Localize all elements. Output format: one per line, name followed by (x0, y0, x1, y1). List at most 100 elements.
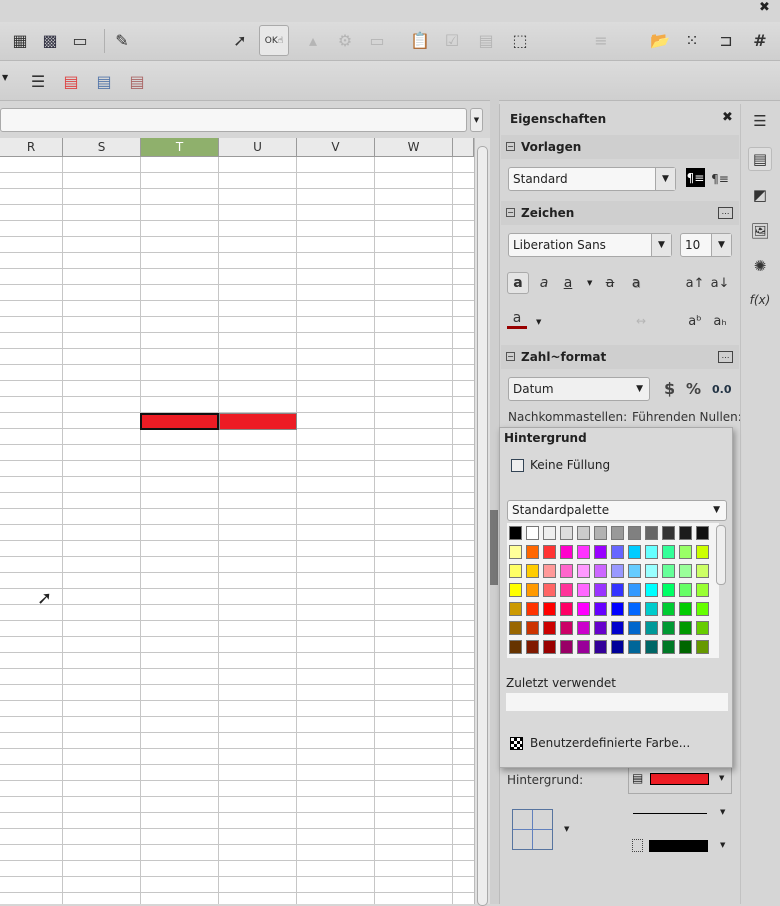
color-swatch[interactable] (543, 621, 556, 635)
chevron-down-icon[interactable]: ▼ (636, 384, 643, 394)
color-swatch[interactable] (611, 583, 624, 597)
draw-functions-icon[interactable]: ✎ (115, 30, 129, 50)
superscript-button[interactable]: aᵇ (688, 313, 702, 329)
color-swatch[interactable] (611, 526, 624, 540)
color-swatch[interactable] (645, 640, 658, 654)
color-swatch[interactable] (679, 545, 692, 559)
color-swatch[interactable] (696, 545, 709, 559)
chevron-down-icon[interactable]: ▼ (711, 234, 731, 256)
close-icon[interactable]: ✖ (759, 0, 770, 15)
color-swatch[interactable] (611, 564, 624, 578)
section-zahlformat[interactable]: − Zahl~format (501, 345, 739, 369)
data-bar-icon[interactable]: ▤ (96, 71, 112, 91)
vertical-scrollbar[interactable] (474, 138, 490, 906)
icon-set-icon[interactable]: ▤ (129, 71, 145, 91)
sidebar-menu-icon[interactable]: ☰ (753, 112, 767, 130)
font-color-button[interactable]: a (507, 310, 527, 329)
currency-button[interactable]: $ (664, 379, 676, 398)
cell-t17[interactable] (140, 413, 219, 430)
section-zeichen[interactable]: − Zeichen (501, 201, 739, 225)
color-swatch[interactable] (662, 583, 675, 597)
sidebar-close-icon[interactable]: ✖ (722, 110, 733, 125)
font-color-dropdown-icon[interactable]: ▼ (536, 318, 542, 326)
select-icon[interactable]: ➚ (233, 30, 247, 50)
push-button-icon[interactable]: OK☝ (259, 25, 289, 56)
functions-icon[interactable]: f(x) (749, 293, 771, 307)
color-swatch[interactable] (611, 545, 624, 559)
column-header-v[interactable]: V (297, 138, 375, 157)
chevron-down-icon[interactable]: ▼ (719, 774, 725, 782)
color-swatch[interactable] (560, 583, 573, 597)
bold-button[interactable]: a (507, 272, 529, 294)
color-swatch[interactable] (645, 602, 658, 616)
color-swatch[interactable] (696, 564, 709, 578)
wrap-icon[interactable]: ⊐ (719, 30, 733, 50)
chevron-down-icon[interactable]: ▼ (713, 505, 720, 515)
color-swatch[interactable] (594, 602, 607, 616)
color-swatch[interactable] (594, 545, 607, 559)
section-vorlagen[interactable]: − Vorlagen (501, 135, 739, 159)
cell-u17[interactable] (219, 413, 297, 430)
column-header-s[interactable]: S (63, 138, 141, 157)
color-swatch[interactable] (577, 545, 590, 559)
styles-icon[interactable]: ◩ (752, 186, 768, 204)
color-swatch[interactable] (560, 526, 573, 540)
color-swatch[interactable] (662, 545, 675, 559)
sidebar-splitter[interactable] (490, 100, 499, 904)
color-swatch[interactable] (526, 583, 539, 597)
color-swatch[interactable] (696, 526, 709, 540)
collapse-icon[interactable]: − (506, 352, 515, 361)
column-header-r[interactable]: R (0, 138, 63, 157)
column-header-x[interactable] (453, 138, 474, 157)
no-fill-label[interactable]: Keine Füllung (530, 458, 611, 472)
color-swatch[interactable] (662, 564, 675, 578)
collapse-icon[interactable]: − (506, 142, 515, 151)
color-swatch[interactable] (543, 583, 556, 597)
grid-icon[interactable]: ⁙ (685, 30, 699, 50)
color-swatch[interactable] (645, 564, 658, 578)
chevron-down-icon[interactable]: ▼ (655, 168, 675, 190)
pivot-table-icon[interactable]: ▩ (42, 30, 58, 50)
color-swatch[interactable] (560, 564, 573, 578)
color-swatch[interactable] (526, 602, 539, 616)
column-header-w[interactable]: W (375, 138, 453, 157)
border-color-swatch[interactable] (649, 840, 708, 852)
chevron-down-icon[interactable]: ▼ (720, 841, 726, 849)
color-swatch[interactable] (679, 526, 692, 540)
new-style-icon[interactable]: ¶≡ (711, 172, 729, 186)
color-swatch[interactable] (628, 564, 641, 578)
insert-chart-icon[interactable]: ▦ (12, 30, 28, 50)
color-swatch[interactable] (594, 621, 607, 635)
color-swatch[interactable] (611, 621, 624, 635)
fill-format-icon[interactable]: ¶≡ (686, 168, 705, 187)
headers-icon[interactable]: ▭ (72, 30, 88, 50)
color-swatch[interactable] (594, 640, 607, 654)
color-swatch[interactable] (509, 526, 522, 540)
navigator-icon[interactable]: ✺ (753, 257, 767, 275)
color-swatch[interactable] (509, 545, 522, 559)
color-swatch[interactable] (662, 640, 675, 654)
formula-expand-button[interactable]: ▼ (470, 108, 483, 132)
color-swatch[interactable] (696, 621, 709, 635)
design-mode-icon[interactable]: ⬚ (512, 30, 528, 50)
font-name-select[interactable]: Liberation Sans ▼ (508, 233, 672, 257)
color-swatch[interactable] (560, 602, 573, 616)
color-swatch[interactable] (679, 640, 692, 654)
color-swatch[interactable] (577, 640, 590, 654)
conditional-color-icon[interactable]: ▤ (63, 71, 79, 91)
color-swatch[interactable] (526, 621, 539, 635)
underline-dropdown-icon[interactable]: ▼ (587, 279, 593, 287)
more-options-icon[interactable]: … (718, 351, 733, 363)
decimal-button[interactable]: 0.0 (712, 383, 732, 396)
palette-select[interactable]: Standardpalette ▼ (507, 500, 727, 521)
color-swatch[interactable] (696, 640, 709, 654)
color-swatch[interactable] (594, 583, 607, 597)
color-swatch[interactable] (679, 583, 692, 597)
properties-icon[interactable]: ▤ (748, 147, 772, 171)
color-swatch[interactable] (560, 621, 573, 635)
color-swatch[interactable] (645, 583, 658, 597)
italic-button[interactable]: a (539, 275, 549, 291)
column-header-u[interactable]: U (219, 138, 297, 157)
snap-grid-icon[interactable]: # (753, 30, 767, 50)
color-swatch[interactable] (526, 526, 539, 540)
